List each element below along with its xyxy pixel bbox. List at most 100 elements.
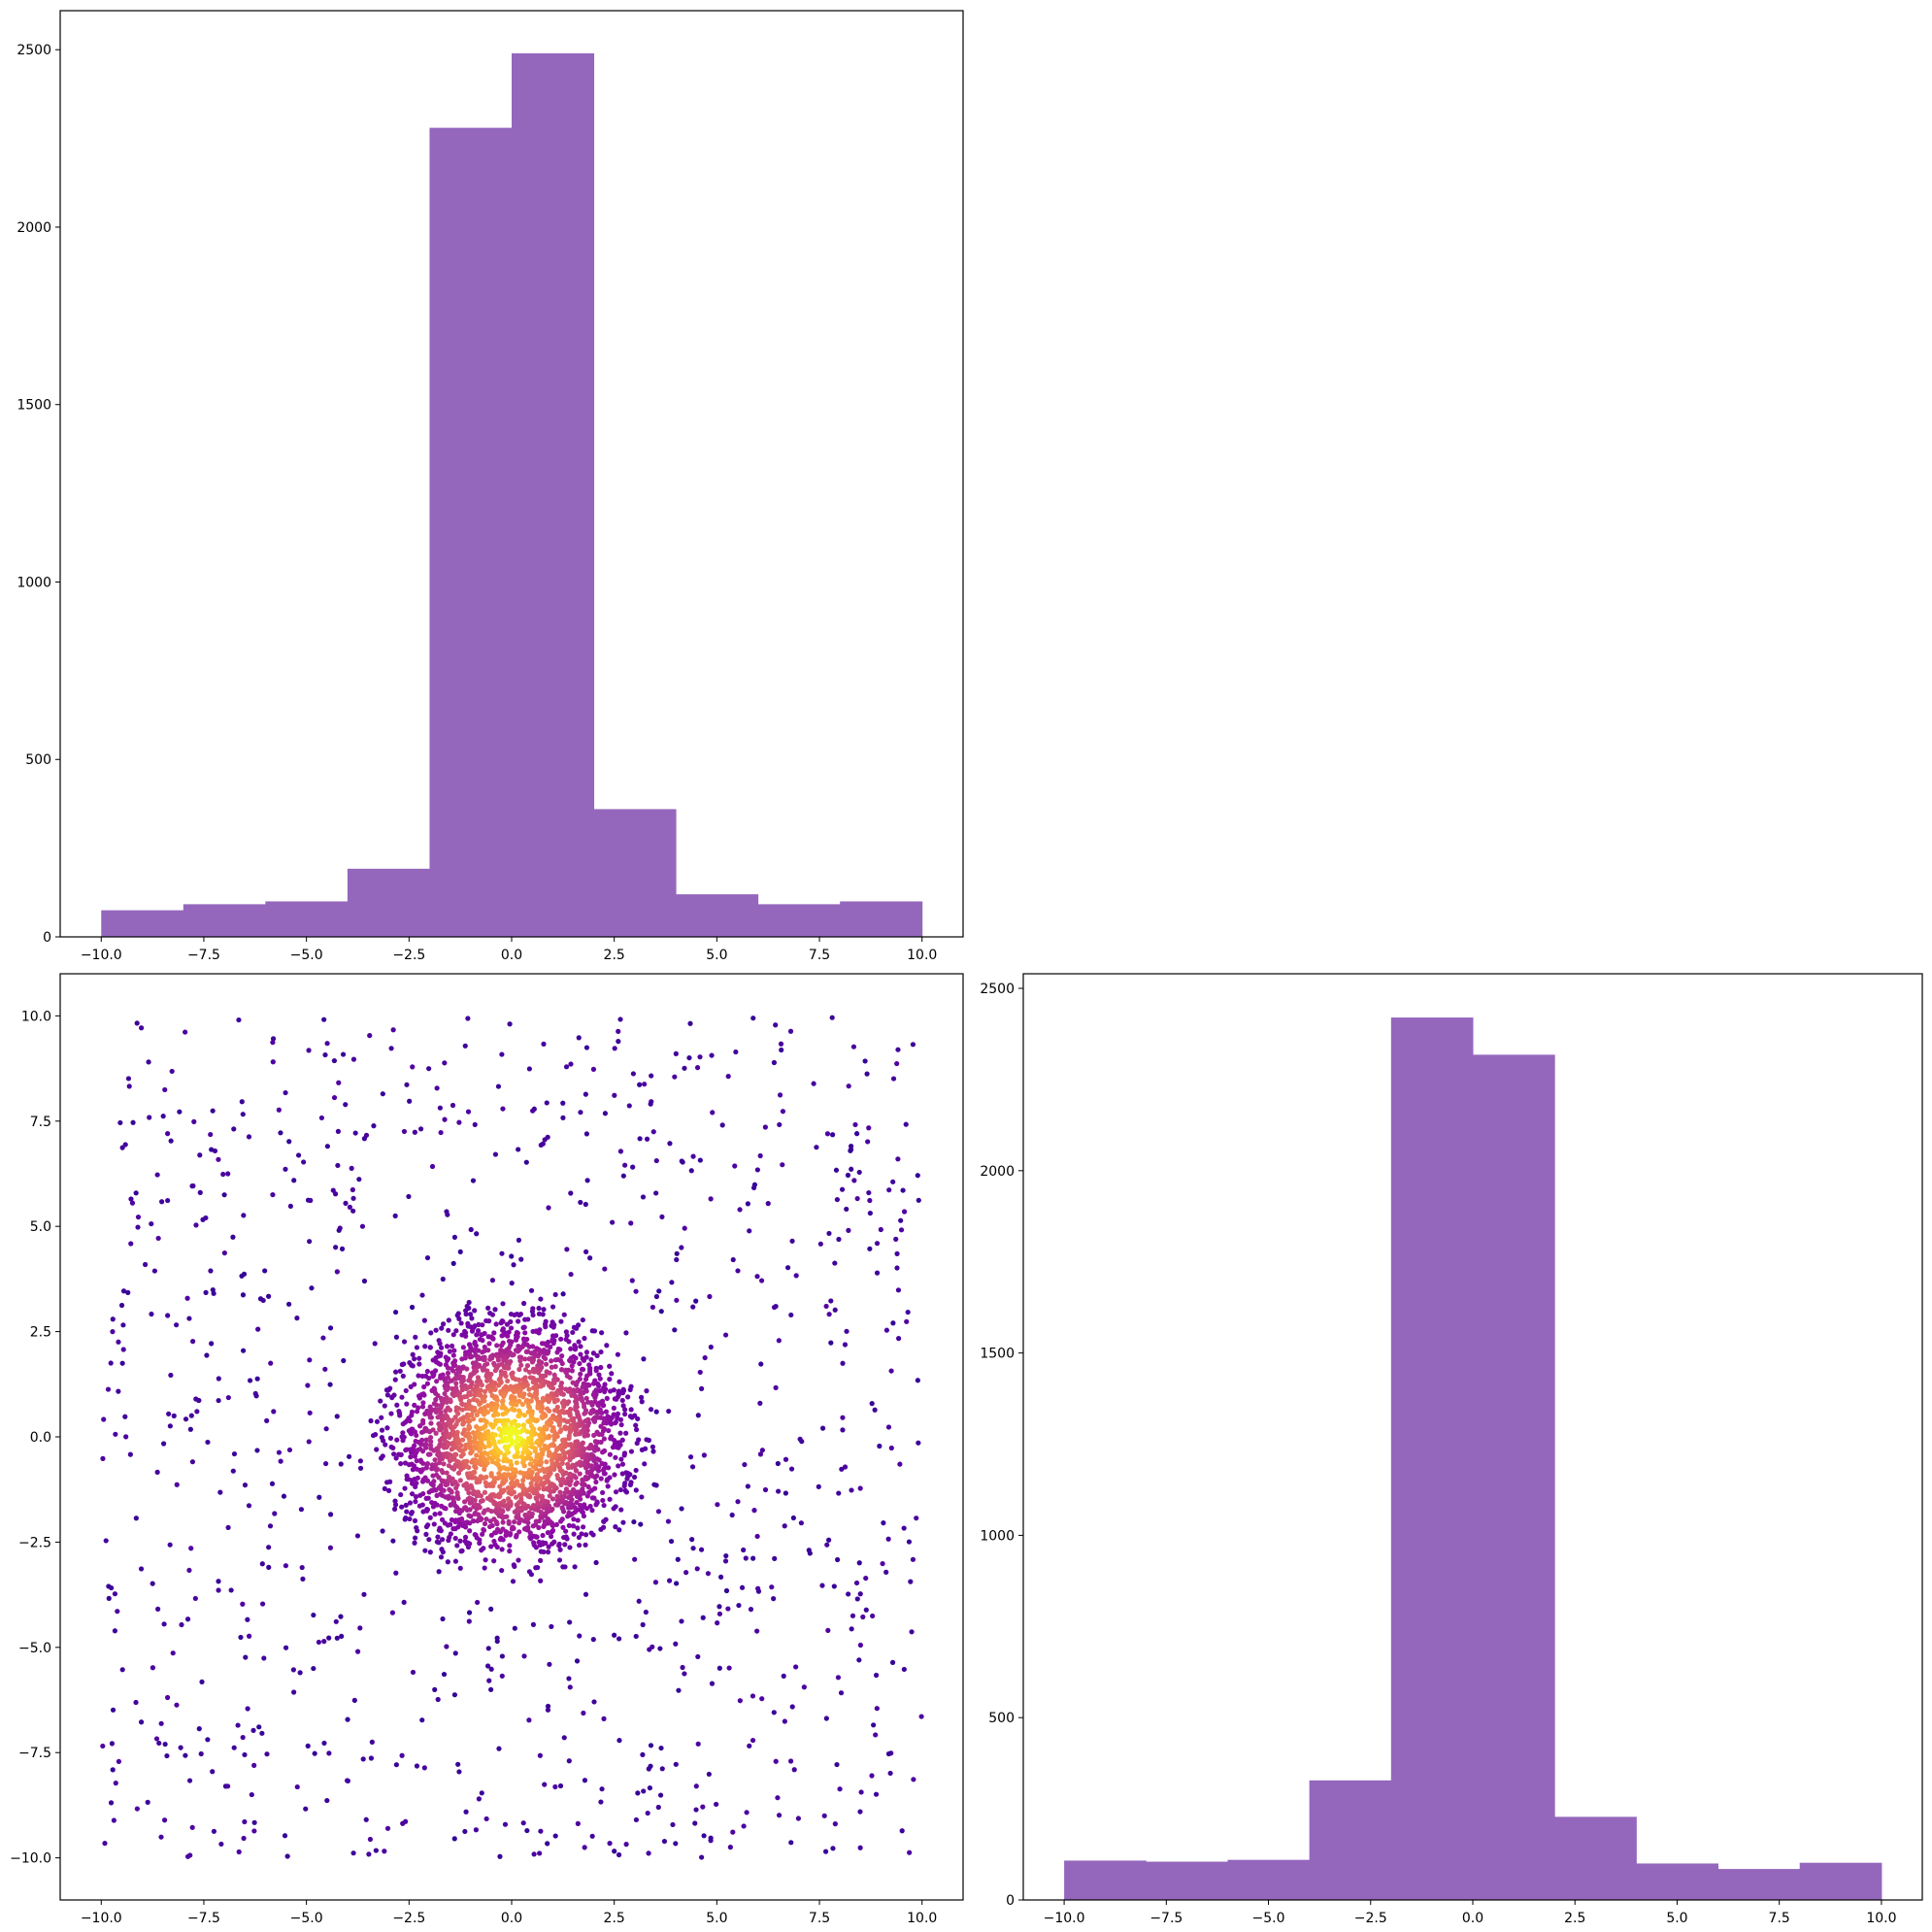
scatter-point: [581, 1357, 587, 1363]
scatter-point: [482, 1444, 488, 1450]
scatter-point: [412, 1443, 417, 1449]
scatter-point: [901, 1666, 907, 1673]
scatter-point: [545, 1549, 551, 1555]
scatter-point: [145, 1799, 150, 1805]
scatter-point: [383, 1442, 388, 1448]
scatter-point: [332, 1191, 339, 1197]
scatter-point: [424, 1461, 431, 1467]
scatter-point: [462, 1538, 468, 1545]
scatter-point: [708, 1835, 714, 1841]
scatter-point: [309, 1285, 315, 1291]
scatter-point: [472, 1532, 478, 1538]
scatter-point: [108, 1360, 114, 1366]
scatter-point: [723, 1587, 730, 1594]
scatter-point: [390, 1445, 396, 1451]
scatter-point: [670, 1821, 676, 1828]
scatter-point: [784, 1265, 791, 1271]
scatter-point: [610, 1445, 616, 1450]
scatter-point: [599, 1449, 606, 1455]
x-tick-label: 5.0: [706, 948, 727, 963]
scatter-point: [537, 1432, 543, 1438]
scatter-point: [581, 1710, 586, 1716]
scatter-point: [461, 1419, 467, 1425]
scatter-point: [159, 1199, 165, 1205]
scatter-point: [635, 1416, 641, 1422]
scatter-point: [846, 1591, 851, 1597]
scatter-point: [424, 1254, 431, 1261]
scatter-point: [393, 1455, 399, 1461]
scatter-point: [166, 1411, 172, 1416]
scatter-point: [434, 1085, 440, 1091]
scatter-point: [617, 1486, 623, 1493]
scatter-point: [110, 1329, 116, 1335]
scatter-point: [524, 1827, 530, 1834]
scatter-point: [178, 1745, 183, 1750]
scatter-point: [536, 1311, 543, 1316]
scatter-point: [580, 1384, 585, 1390]
scatter-point: [158, 1720, 164, 1726]
scatter-point: [754, 1533, 760, 1540]
scatter-point: [387, 1385, 393, 1391]
scatter-point: [560, 1115, 566, 1120]
scatter-point: [283, 1563, 289, 1569]
scatter-point: [594, 1352, 600, 1358]
scatter-point: [401, 1434, 407, 1440]
scatter-point: [321, 1639, 327, 1645]
scatter-point: [485, 1507, 491, 1513]
scatter-point: [401, 1339, 408, 1345]
scatter-point: [894, 1250, 900, 1256]
scatter-point: [458, 1320, 464, 1326]
scatter-point: [560, 1437, 566, 1444]
scatter-point: [857, 1809, 863, 1815]
scatter-point: [484, 1663, 491, 1669]
scatter-point: [549, 1358, 554, 1364]
scatter-point: [467, 1507, 473, 1513]
scatter-point: [605, 1465, 612, 1471]
scatter-point: [419, 1292, 425, 1298]
scatter-point: [399, 1752, 405, 1758]
scatter-point: [537, 1426, 543, 1432]
scatter-point: [369, 1739, 375, 1745]
scatter-point: [306, 1439, 312, 1445]
scatter-point: [158, 1834, 164, 1840]
scatter-point: [509, 1420, 515, 1426]
scatter-point: [569, 1368, 575, 1374]
scatter-point: [354, 1533, 361, 1539]
scatter-point: [583, 1542, 588, 1548]
scatter-point: [857, 1485, 863, 1491]
scatter-point: [674, 1581, 680, 1586]
scatter-point: [567, 1545, 573, 1550]
scatter-point: [690, 1546, 696, 1551]
scatter-point: [480, 1498, 485, 1504]
x-tick-label: −2.5: [392, 948, 425, 963]
scatter-point: [450, 1476, 455, 1482]
scatter-point: [421, 1765, 427, 1771]
scatter-point: [453, 1328, 459, 1334]
scatter-point: [334, 1269, 340, 1275]
scatter-point: [560, 1291, 566, 1297]
scatter-point: [544, 1459, 550, 1465]
scatter-point: [617, 1016, 623, 1022]
scatter-point: [216, 1587, 221, 1593]
scatter-point: [412, 1517, 418, 1523]
scatter-point: [521, 1413, 527, 1418]
scatter-point: [514, 1337, 519, 1343]
scatter-point: [622, 1407, 628, 1413]
scatter-point: [456, 1769, 462, 1775]
scatter-point: [491, 1516, 497, 1522]
scatter-point: [516, 1377, 522, 1382]
scatter-point: [590, 1350, 596, 1356]
scatter-point: [886, 1187, 892, 1193]
histogram-bar: [429, 127, 513, 937]
scatter-point: [846, 1227, 851, 1233]
scatter-point: [530, 1503, 537, 1509]
scatter-point: [210, 1769, 216, 1775]
scatter-point: [520, 1422, 527, 1428]
scatter-point: [491, 1558, 497, 1564]
x-tick-label: −7.5: [187, 948, 220, 963]
scatter-point: [547, 1493, 552, 1499]
scatter-point: [414, 1458, 419, 1464]
scatter-point: [832, 1821, 838, 1827]
scatter-point: [211, 1290, 217, 1296]
scatter-point: [513, 1494, 519, 1500]
